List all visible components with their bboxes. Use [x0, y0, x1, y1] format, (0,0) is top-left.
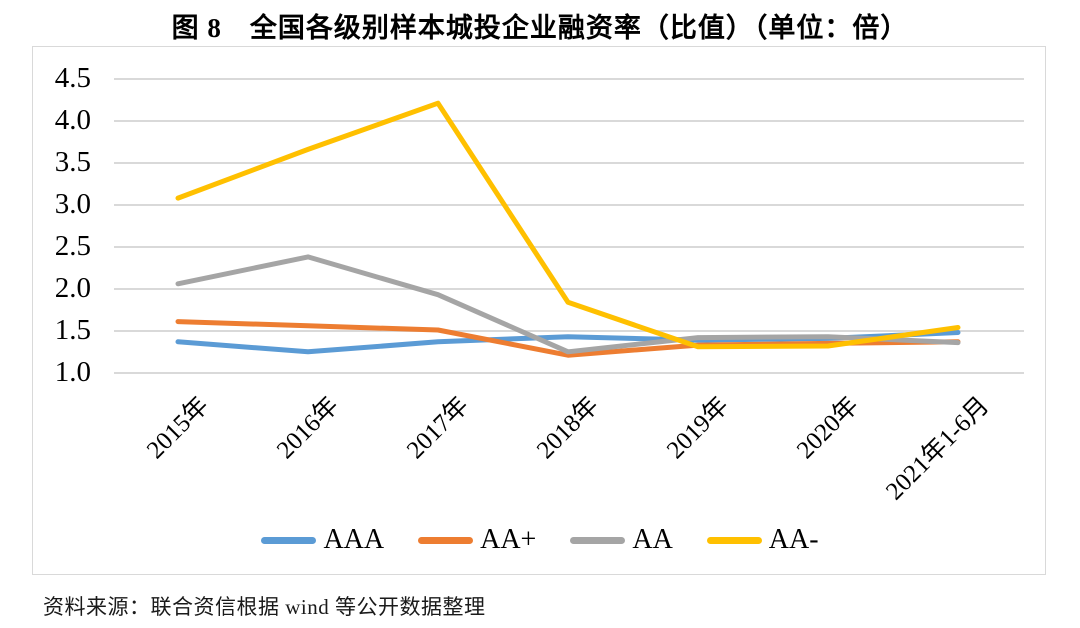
gridline — [114, 288, 1024, 290]
gridline — [114, 330, 1024, 332]
series-line-AA- — [175, 100, 961, 350]
legend-swatch-AA — [570, 536, 626, 544]
series-line-layer — [175, 100, 961, 358]
y-tick-label: 1.0 — [54, 356, 91, 388]
series-line-AA — [175, 254, 961, 355]
legend-label: AA- — [768, 524, 819, 555]
gridline — [114, 372, 1024, 374]
chart-title: 图 8 全国各级别样本城投企业融资率（比值）（单位：倍） — [171, 13, 909, 43]
series-line-AA+ — [175, 319, 961, 358]
gridline — [114, 204, 1024, 206]
legend-label: AAA — [323, 524, 385, 555]
gridline — [114, 120, 1024, 122]
gridline — [114, 162, 1024, 164]
y-tick-label: 4.5 — [54, 62, 91, 94]
y-tick-label: 3.5 — [54, 146, 91, 178]
legend-label: AA+ — [480, 524, 537, 555]
y-tick-label: 2.0 — [54, 272, 91, 304]
y-tick-label: 4.0 — [54, 104, 91, 136]
gridline — [114, 246, 1024, 248]
y-tick-label: 1.5 — [54, 314, 91, 346]
legend-swatch-AA+ — [418, 536, 474, 544]
legend-item-AA+: AA+ — [418, 525, 536, 555]
chart-plot-area: 4.5 4.0 3.5 3.0 2.5 2.0 1.5 1.0 2015年 2016年 2017年… — [32, 46, 1046, 575]
legend-item-AA: AA — [570, 524, 673, 555]
legend-item-AA-: AA- — [706, 524, 819, 555]
chart-legend: AAA AA+ AA AA- — [33, 525, 1047, 555]
gridline — [114, 78, 1024, 80]
legend-label: AA — [632, 524, 673, 555]
legend-swatch-AAA — [261, 536, 317, 544]
legend-swatch-AA- — [706, 536, 762, 544]
y-tick-label: 3.0 — [54, 188, 91, 220]
source-note: 资料来源：联合资信根据 wind 等公开数据整理 — [43, 595, 486, 619]
legend-item-AAA: AAA — [261, 525, 384, 555]
y-tick-label: 2.5 — [54, 230, 91, 262]
